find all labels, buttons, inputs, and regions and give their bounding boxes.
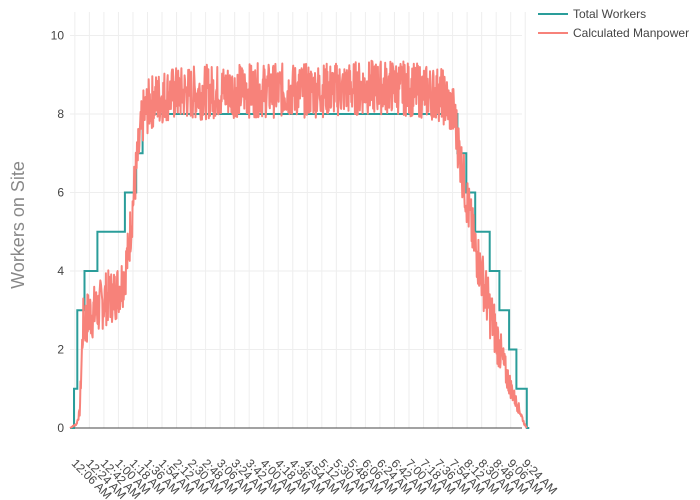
y-tick-label: 10 bbox=[51, 29, 65, 43]
legend-label: Calculated Manpower bbox=[573, 26, 689, 40]
y-tick-label: 6 bbox=[57, 186, 64, 200]
y-tick-label: 4 bbox=[57, 264, 64, 278]
y-axis-ticks: 0 2 4 6 8 10 bbox=[51, 29, 65, 435]
y-tick-label: 2 bbox=[57, 343, 64, 357]
y-tick-label: 0 bbox=[57, 421, 64, 435]
grid bbox=[70, 12, 526, 429]
series-line-calculated-manpower bbox=[69, 59, 528, 429]
legend-item[interactable]: Calculated Manpower bbox=[538, 26, 689, 40]
legend-label: Total Workers bbox=[573, 7, 646, 21]
y-axis-title: Workers on Site bbox=[8, 161, 28, 289]
y-tick-label: 8 bbox=[57, 107, 64, 121]
legend[interactable]: Total Workers Calculated Manpower bbox=[538, 7, 689, 40]
plot-area bbox=[69, 59, 530, 429]
legend-item[interactable]: Total Workers bbox=[538, 7, 646, 21]
